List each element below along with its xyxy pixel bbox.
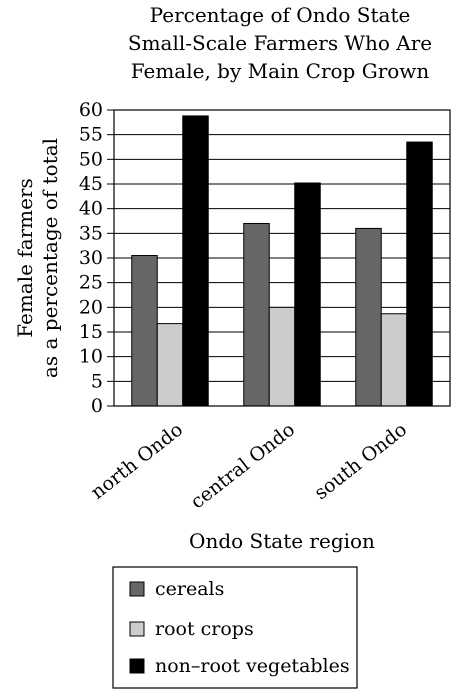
x-category-label: north Ondo — [87, 419, 187, 504]
y-tick-label: 20 — [79, 296, 103, 318]
y-tick-label: 50 — [79, 148, 103, 170]
bars — [131, 115, 433, 407]
legend-label: root crops — [155, 618, 254, 640]
bar-1-1 — [268, 306, 296, 407]
y-tick-label: 55 — [79, 124, 103, 146]
x-category-label: south Ondo — [310, 419, 411, 505]
legend-swatch — [129, 581, 145, 597]
y-tick-label: 15 — [79, 321, 103, 343]
bar-1-2 — [294, 182, 321, 407]
bar-2-1 — [380, 313, 408, 407]
bar-0-1 — [156, 323, 184, 407]
legend-swatch — [129, 658, 145, 674]
chart-title-line-1: Percentage of Ondo State — [150, 3, 411, 27]
y-tick-label: 40 — [79, 198, 103, 220]
y-tick-label: 0 — [91, 395, 103, 417]
chart-title-line-3: Female, by Main Crop Grown — [131, 59, 430, 83]
y-tick-label: 25 — [79, 272, 103, 294]
bar-0-2 — [182, 115, 209, 407]
bar-2-0 — [355, 227, 382, 407]
legend-label: non–root vegetables — [155, 655, 350, 677]
legend-box — [112, 566, 358, 689]
chart-title-line-2: Small-Scale Farmers Who Are — [128, 31, 432, 55]
x-category-label: central Ondo — [186, 419, 299, 514]
bar-0-0 — [131, 255, 158, 407]
y-axis-title: Female farmers as a percentage of total — [13, 138, 62, 378]
x-axis-title: Ondo State region — [189, 529, 375, 553]
y-tick-label: 60 — [79, 99, 103, 121]
legend-swatch — [129, 621, 145, 637]
bar-1-0 — [243, 222, 270, 407]
y-axis-title-line-1: Female farmers — [13, 178, 37, 338]
y-tick-label: 5 — [91, 370, 103, 392]
y-axis-title-line-2: as a percentage of total — [38, 138, 62, 378]
legend: cereals root crops non–root vegetables — [112, 566, 358, 689]
y-tick-label: 35 — [79, 222, 103, 244]
y-tick-label: 45 — [79, 173, 103, 195]
legend-label: cereals — [155, 578, 224, 600]
y-tick-label: 30 — [79, 247, 103, 269]
chart-title: Percentage of Ondo State Small-Scale Far… — [128, 3, 432, 83]
bar-2-2 — [406, 141, 433, 407]
plot-frame — [113, 109, 451, 407]
x-axis-categories: north Ondo central Ondo south Ondo — [87, 419, 411, 514]
y-tick-label: 10 — [79, 346, 103, 368]
